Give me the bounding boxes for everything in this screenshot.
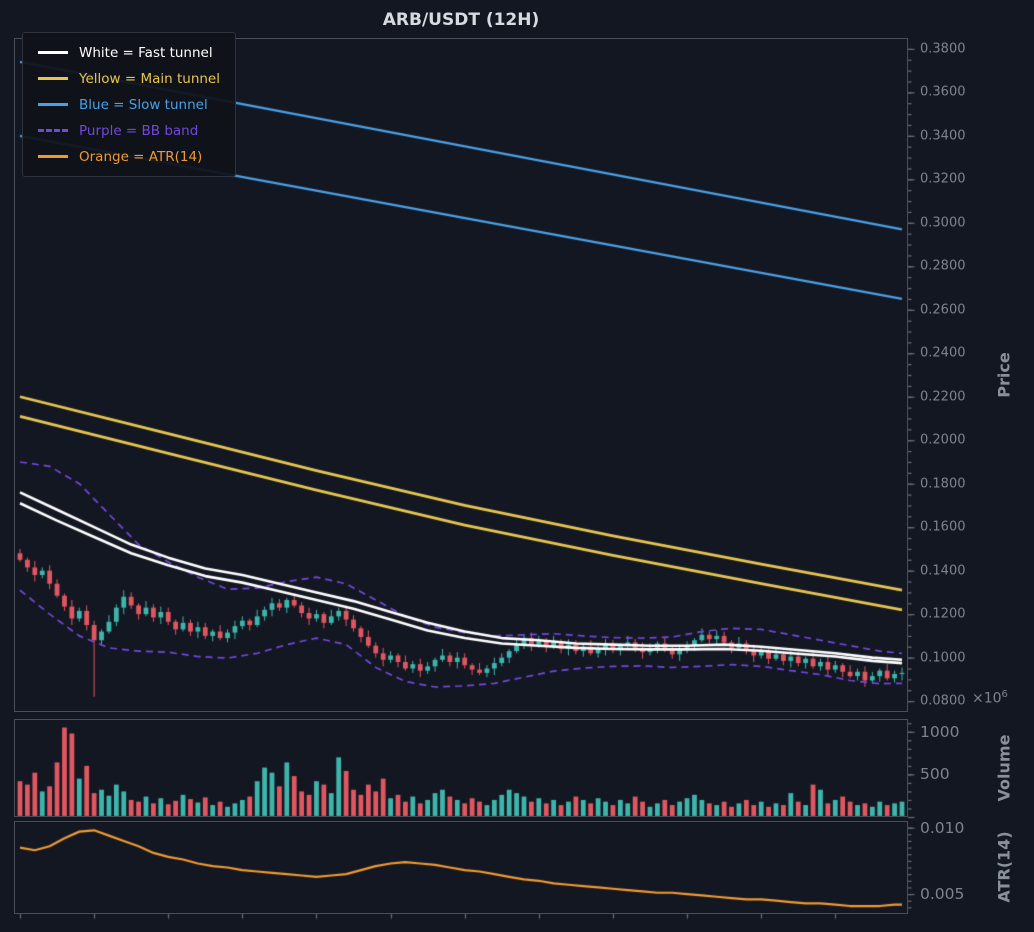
legend-line-sample [38,51,68,54]
price-tick-label: 0.2200 [920,389,966,405]
price-tick-label: 0.1000 [920,650,966,666]
price-tick-label: 0.1600 [920,519,966,535]
legend-item-label: Purple = BB band [79,122,199,139]
legend-item-bb-band: Purple = BB band [38,121,220,140]
chart-title: ARB/USDT (12H) [382,10,540,30]
price-tick-label: 0.2600 [920,302,966,318]
legend-line-sample [38,77,68,80]
price-tick-label: 0.2800 [920,258,966,274]
price-tick-label: 0.3000 [920,215,966,231]
price-tick-label: 0.1400 [920,563,966,579]
price-axis-label: Price [994,352,1014,398]
legend-item-label: White = Fast tunnel [79,44,213,61]
price-tick-label: 0.2400 [920,345,966,361]
price-tick-label: 0.1800 [920,476,966,492]
volume-axis-label: Volume [994,734,1014,802]
volume-scale-offset-label: ×106 [972,689,1008,707]
atr-axis-label: ATR(14) [994,831,1014,903]
legend-line-sample [38,155,68,158]
price-tick-label: 0.0800 [920,693,966,709]
legend-line-sample [38,129,68,132]
atr-tick-label: 0.005 [920,885,965,904]
price-tick-label: 0.3400 [920,128,966,144]
legend-line-sample [38,103,68,106]
legend-item-main-tunnel: Yellow = Main tunnel [38,69,220,88]
price-tick-label: 0.2000 [920,432,966,448]
volume-tick-label: 1000 [920,722,960,741]
legend-item-atr: Orange = ATR(14) [38,147,220,166]
legend-item-label: Orange = ATR(14) [79,148,203,165]
price-tick-label: 0.1200 [920,606,966,622]
volume-tick-label: 500 [920,765,950,784]
price-tick-label: 0.3800 [920,41,966,57]
price-tick-label: 0.3200 [920,171,966,187]
chart-legend: White = Fast tunnel Yellow = Main tunnel… [22,32,236,177]
legend-item-slow-tunnel: Blue = Slow tunnel [38,95,220,114]
legend-item-label: Blue = Slow tunnel [79,96,208,113]
atr-tick-label: 0.010 [920,818,965,837]
legend-item-fast-tunnel: White = Fast tunnel [38,43,220,62]
price-tick-label: 0.3600 [920,84,966,100]
legend-item-label: Yellow = Main tunnel [79,70,220,87]
